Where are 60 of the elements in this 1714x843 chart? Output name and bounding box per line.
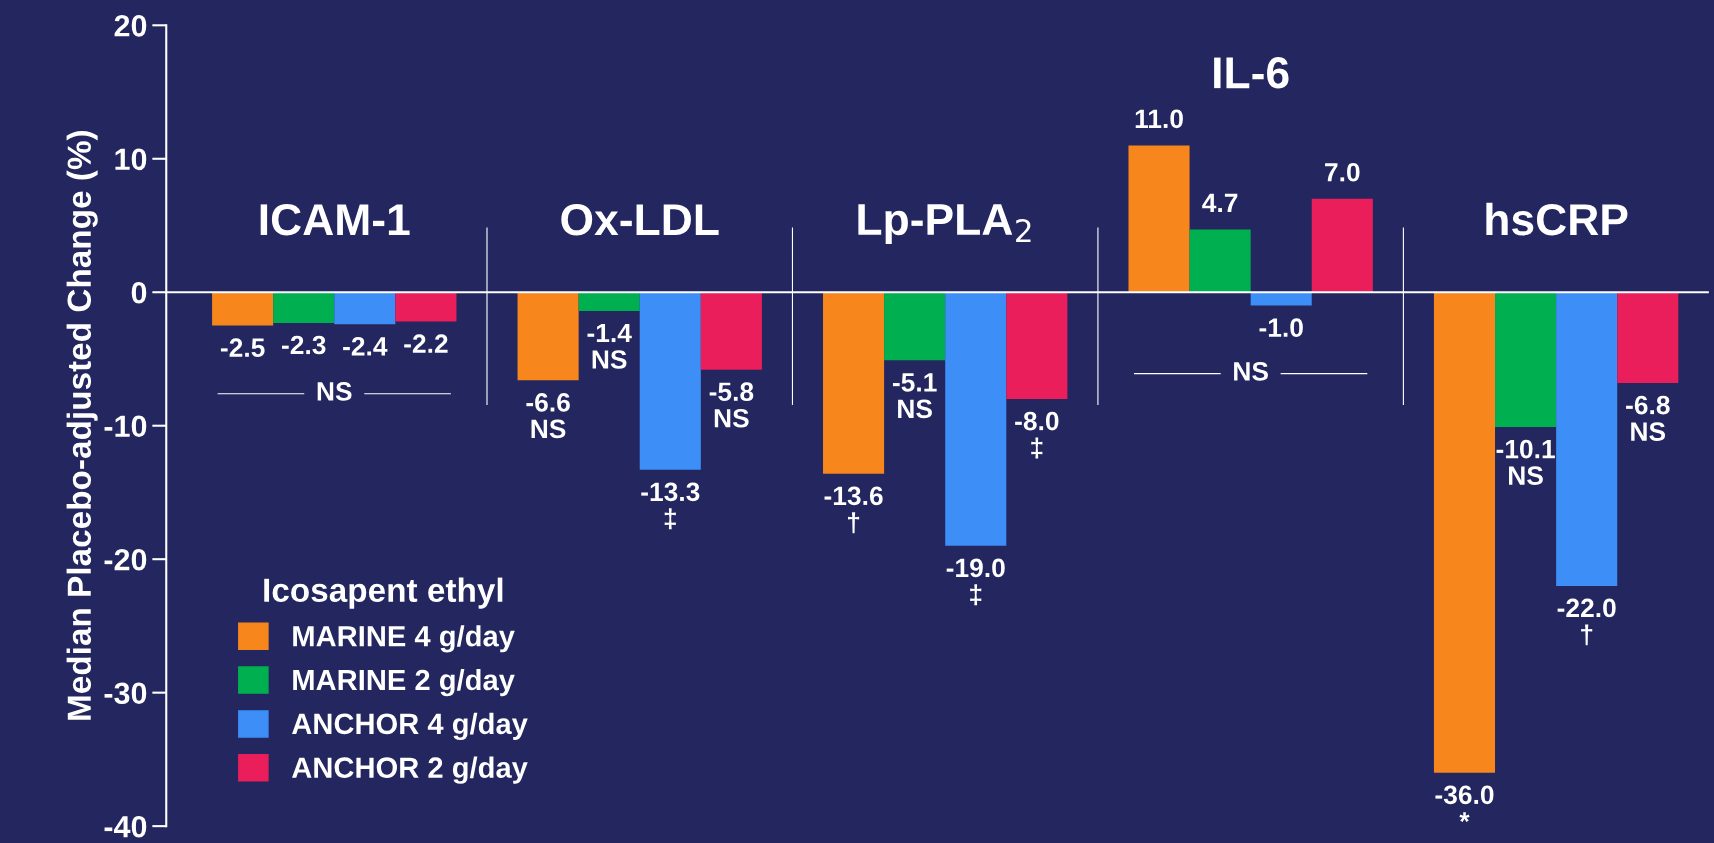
data-label: -10.1 NS <box>1496 439 1555 485</box>
data-label: -22.0 † <box>1557 598 1616 646</box>
y-tick-label: -30 <box>104 682 147 705</box>
data-label: -6.8 NS <box>1626 395 1670 441</box>
data-label: -13.6 † <box>824 486 883 534</box>
bar <box>334 292 396 325</box>
y-axis-title: Median Placebo-adjusted Change (%) <box>66 131 98 720</box>
bar <box>700 292 762 370</box>
legend-label: ANCHOR 4 g/day <box>292 712 528 741</box>
annotation: NS <box>1234 362 1268 381</box>
y-tick-label: 10 <box>115 148 147 171</box>
bar <box>517 292 579 381</box>
legend-title: Icosapent ethyl <box>264 577 503 609</box>
data-label: -2.2 <box>404 334 448 353</box>
bar <box>578 292 640 311</box>
y-tick-label: 20 <box>114 15 147 37</box>
y-tick-label: -20 <box>104 548 147 571</box>
bar <box>1433 292 1496 773</box>
bar <box>823 292 885 474</box>
data-label: -2.3 <box>282 335 326 355</box>
data-label: -2.5 <box>220 338 265 357</box>
bar <box>1311 198 1373 293</box>
bar <box>1617 292 1679 383</box>
bar <box>395 292 457 322</box>
data-label: -36.0 * <box>1435 785 1494 823</box>
data-label: -6.6 NS <box>526 393 570 439</box>
bar <box>273 292 335 323</box>
bar <box>1128 145 1190 293</box>
data-label: -8.0 ‡ <box>1015 411 1059 459</box>
y-tick-label: -40 <box>104 815 147 838</box>
x-tick-label: hsCRP <box>1486 202 1628 236</box>
data-label: -13.3 ‡ <box>641 482 700 530</box>
bar <box>212 292 274 326</box>
legend-label: MARINE 2 g/day <box>293 668 515 697</box>
data-label: -5.1 NS <box>892 373 937 419</box>
x-tick-label: Lp-PLA$_{2}$ <box>858 204 1031 244</box>
data-label: 11.0 <box>1135 109 1183 129</box>
bar <box>1556 292 1618 586</box>
x-tick-label: ICAM-1 <box>260 203 410 236</box>
bar <box>1495 292 1557 428</box>
data-label: -5.8 NS <box>709 382 754 428</box>
data-label: 4.7 <box>1202 193 1238 213</box>
y-tick-label: -10 <box>104 415 147 438</box>
data-label: -1.4 NS <box>587 323 632 369</box>
x-tick-label: Ox-LDL <box>561 203 719 236</box>
data-label: -19.0 ‡ <box>946 558 1005 606</box>
annotation: NS <box>317 382 352 401</box>
bar <box>1006 292 1068 400</box>
bar <box>884 292 946 361</box>
legend-label: ANCHOR 2 g/day <box>292 756 528 784</box>
bar <box>945 292 1007 546</box>
legend-label: MARINE 4 g/day <box>293 625 515 653</box>
bar <box>1189 229 1251 293</box>
y-tick-label: 0 <box>131 281 147 304</box>
x-tick-label: IL-6 <box>1214 57 1289 89</box>
bar <box>639 292 701 470</box>
data-label: -2.4 <box>343 336 388 356</box>
data-label: 7.0 <box>1325 162 1360 182</box>
data-label: -1.0 <box>1259 318 1303 337</box>
bar <box>1250 292 1312 306</box>
